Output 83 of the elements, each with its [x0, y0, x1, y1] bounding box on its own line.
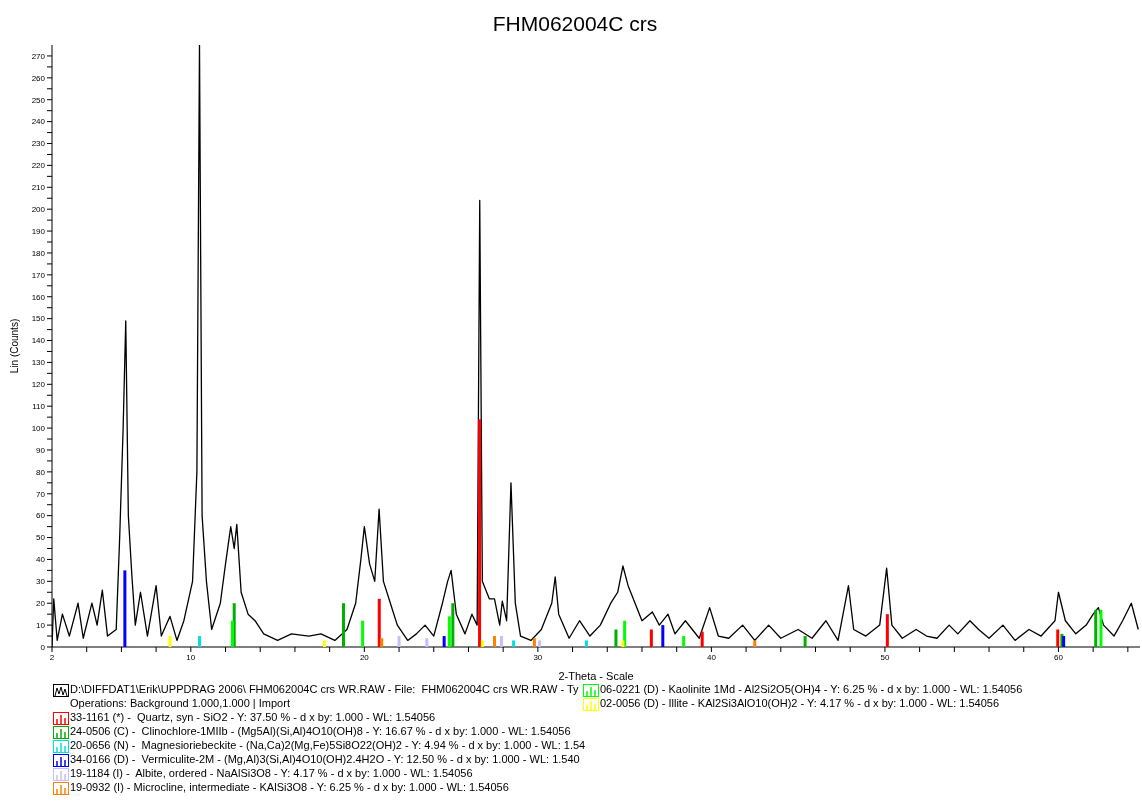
bar — [1094, 609, 1098, 647]
chart-title: FHM062004C crs — [491, 11, 659, 37]
bar — [123, 570, 127, 647]
bar — [649, 629, 653, 647]
y-tick-label: 0 — [40, 642, 46, 652]
legend-label: 02-0056 (D) - Illite - KAl2Si3AlO10(OH)2 - Y: 4.17 % - d x by: 1.000 - WL: 1.54056 — [599, 696, 1001, 710]
y-tick-label: 50 — [36, 533, 46, 543]
bar — [499, 636, 503, 647]
y-tick-label: 180 — [31, 248, 46, 258]
bar — [342, 603, 346, 647]
y-tick-label: 110 — [32, 402, 46, 412]
y-tick-label: 150 — [31, 314, 46, 324]
y-tick-label: 10 — [36, 620, 46, 630]
y-tick-label: 130 — [31, 358, 46, 368]
bar — [584, 640, 588, 647]
x-tick-label: 30 — [533, 652, 543, 662]
bar — [480, 640, 484, 647]
bar — [753, 640, 757, 647]
bar — [803, 636, 807, 647]
bar — [661, 625, 665, 647]
y-tick-label: 120 — [31, 380, 46, 390]
legend-label: 19-1184 (I) - Albite, ordered - NaAlSi3O8 - Y: 4.17 % - d x by: 1.000 - WL: 1.54056 — [69, 766, 474, 780]
y-tick-label: 60 — [36, 511, 46, 521]
x-tick-label: 60 — [1053, 652, 1064, 662]
x-tick-label: 20 — [359, 652, 370, 662]
bar — [1056, 629, 1060, 647]
legend-label: 24-0506 (C) - Clinochlore-1MIIb - (Mg5Al)(Si,Al)4O10(OH)8 - Y: 16.67 % - d x by: 1.000 - WL: 1.54056 — [69, 724, 572, 738]
x-tick-label: 2 — [49, 652, 55, 662]
legend-label: D:\DIFFDAT1\Erik\UPPDRAG 2006\ FHM062004C crs WR.RAW - File: FHM062004C crs WR.RAW - Ty — [69, 682, 580, 696]
y-tick-label: 170 — [31, 270, 46, 280]
legend-label: 34-0166 (D) - Vermiculite-2M - (Mg,Al)3(Si,Al)4O10(OH)2.4H2O - Y: 12.50 % - d x by: 1.000 - WL: 1.540 — [69, 752, 581, 766]
x-tick-label: 50 — [880, 652, 890, 662]
bar — [623, 620, 627, 647]
y-tick-label: 230 — [31, 139, 46, 149]
y-axis-title: Lin (Counts) — [8, 318, 20, 374]
bar — [442, 636, 446, 647]
y-tick-label: 140 — [31, 336, 46, 346]
y-tick-label: 80 — [36, 467, 46, 477]
bar — [447, 616, 451, 647]
bar — [700, 631, 704, 647]
bar — [380, 638, 384, 647]
bar — [532, 638, 536, 647]
bar — [230, 620, 234, 647]
bar — [478, 419, 482, 647]
y-tick-label: 20 — [36, 599, 46, 609]
y-tick-label: 220 — [31, 161, 46, 171]
y-tick-label: 40 — [36, 555, 46, 565]
bar — [168, 636, 172, 647]
bar — [614, 629, 618, 647]
legend-label: 19-0932 (I) - Microcline, intermediate - KAlSi3O8 - Y: 6.25 % - d x by: 1.000 - WL: 1.54056 — [69, 780, 510, 794]
bar — [198, 636, 201, 647]
bar — [1099, 609, 1103, 647]
y-tick-label: 30 — [36, 577, 46, 587]
bar — [885, 614, 889, 647]
y-tick-label: 260 — [31, 73, 46, 83]
legend-label: 33-1161 (*) - Quartz, syn - SiO2 - Y: 37.50 % - d x by: 1.000 - WL: 1.54056 — [69, 710, 437, 724]
bar — [512, 640, 516, 647]
text: Operations: Background 1.000,1.000 | Import — [69, 696, 291, 710]
legend-label: 06-0221 (D) - Kaolinite 1Md - Al2Si2O5(OH)4 - Y: 6.25 % - d x by: 1.000 - WL: 1.54056 — [599, 682, 1023, 696]
legend-label: 20-0656 (N) - Magnesioriebeckite - (Na,Ca)2(Mg,Fe)5Si8O22(OH)2 - Y: 4.94 % - d x by: 1.000 - WL: 1.54 — [69, 738, 586, 752]
y-tick-label: 240 — [31, 117, 46, 127]
bar — [322, 640, 326, 647]
bar — [538, 640, 542, 647]
y-tick-label: 160 — [31, 292, 46, 302]
x-tick-label: 40 — [706, 652, 717, 662]
y-tick-label: 270 — [31, 51, 46, 61]
bar — [377, 598, 381, 647]
y-tick-label: 90 — [36, 445, 46, 455]
bar — [682, 636, 686, 647]
y-tick-label: 250 — [31, 95, 46, 105]
bar — [361, 620, 365, 647]
y-tick-label: 190 — [31, 226, 46, 236]
bar — [492, 636, 496, 647]
y-tick-label: 210 — [31, 183, 46, 193]
bar — [621, 640, 625, 647]
bar — [397, 636, 401, 647]
x-axis-title: 2-Theta - Scale — [558, 670, 634, 682]
y-tick-label: 100 — [31, 423, 46, 433]
y-tick-label: 200 — [31, 205, 46, 215]
bar — [425, 638, 429, 647]
bar — [451, 603, 455, 647]
x-tick-label: 10 — [186, 652, 196, 662]
y-tick-label: 70 — [36, 489, 46, 499]
